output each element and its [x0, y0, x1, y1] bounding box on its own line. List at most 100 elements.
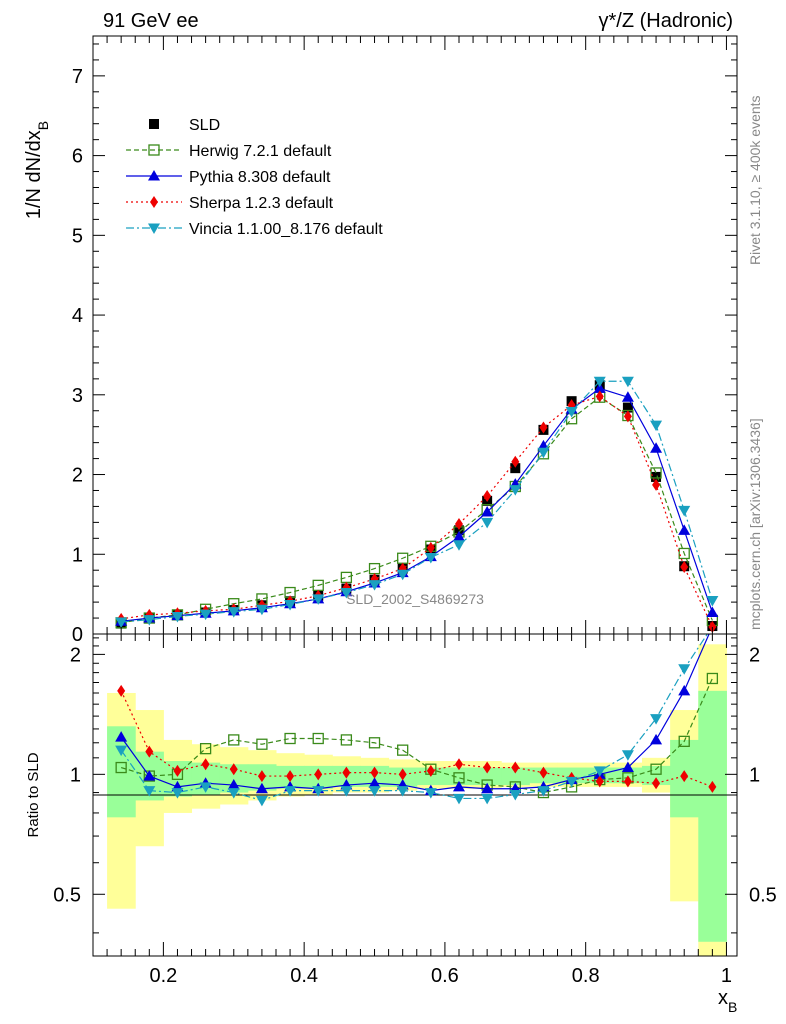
ratio-point-sherpa [145, 745, 154, 758]
x-tick-label: 0.4 [290, 965, 318, 987]
main-point-herwig [340, 571, 353, 584]
x-tick-label: 0.8 [572, 965, 600, 987]
ratio-band-inner [641, 765, 671, 786]
ratio-band-inner [698, 690, 727, 942]
main-point-vincia [312, 594, 325, 605]
ratio-point-sherpa [483, 761, 492, 774]
main-point-vincia [452, 540, 465, 551]
ratio-point-vincia [312, 786, 325, 797]
x-tick-label: 0.2 [149, 965, 177, 987]
main-point-vincia [368, 580, 381, 591]
main-point-sherpa [708, 620, 717, 633]
main-point-vincia [255, 604, 268, 616]
ratio-point-herwig [199, 742, 212, 755]
ratio-y-tick-label-left: 1 [70, 764, 81, 786]
ratio-point-vincia [621, 750, 634, 761]
main-point-pythia [706, 606, 719, 617]
ratio-series-vincia [115, 634, 709, 807]
ratio-point-herwig [256, 738, 268, 750]
ratio-band-inner [444, 767, 474, 786]
legend-marker-sherpa [150, 196, 158, 208]
ratio-point-sherpa [708, 780, 717, 793]
legend-label-vincia: Vincia 1.1.00_8.176 default [189, 221, 383, 238]
watermark-label: SLD_2002_S4869273 [346, 591, 484, 607]
ratio-point-pythia [227, 779, 240, 790]
ratio-point-vincia [340, 786, 353, 797]
main-point-vincia [227, 607, 240, 618]
ratio-line-pythia [120, 634, 710, 792]
ratio-point-herwig [650, 763, 662, 775]
ratio-point-pythia [678, 684, 691, 696]
ratio-point-vincia [537, 786, 550, 797]
ratio-point-vincia [565, 776, 578, 788]
ratio-point-vincia [255, 795, 268, 807]
legend-entry-sherpa: Sherpa 1.2.3 default [126, 195, 334, 212]
main-point-sherpa [483, 490, 492, 503]
main-point-sherpa [623, 410, 632, 423]
legend-marker-pythia [148, 170, 160, 181]
ratio-band-inner [473, 767, 502, 786]
ratio-point-vincia [650, 714, 663, 725]
main-point-pythia [593, 382, 606, 393]
ratio-point-vincia [424, 788, 437, 799]
main-point-herwig [650, 467, 662, 479]
main-series-vincia [115, 376, 719, 629]
main-point-pythia [452, 530, 465, 542]
ratio-point-pythia [650, 733, 663, 745]
legend-entry-sld: SLD [149, 117, 220, 134]
legend-marker-herwig [148, 144, 160, 156]
ratio-point-sherpa [511, 761, 520, 774]
main-point-sherpa [426, 541, 435, 554]
main-point-sherpa [539, 421, 548, 434]
main-point-sherpa [511, 455, 520, 468]
ratio-y-tick-label-left: 0.5 [53, 884, 81, 906]
ratio-line-herwig [120, 678, 713, 794]
rivet-version-label: Rivet 3.1.10, ≥ 400k events [747, 95, 763, 265]
main-line-vincia [121, 380, 713, 623]
ratio-line-vincia [120, 634, 709, 802]
ratio-point-vincia [115, 745, 128, 757]
main-point-sherpa [652, 478, 661, 491]
legend-label-pythia: Pythia 8.308 default [189, 169, 331, 186]
main-y-tick-label: 4 [72, 305, 83, 327]
main-point-vincia [424, 552, 437, 564]
ratio-point-sherpa [314, 768, 323, 781]
legend-entry-vincia: Vincia 1.1.00_8.176 default [126, 221, 383, 238]
ratio-point-herwig [115, 761, 127, 774]
ratio-point-pythia [481, 782, 494, 794]
ratio-point-sherpa [539, 766, 548, 779]
ratio-point-pythia [143, 770, 156, 781]
ratio-point-herwig [228, 734, 240, 746]
ratio-point-herwig [678, 735, 690, 747]
legend-marker-vincia [148, 223, 160, 234]
ratio-point-vincia [143, 786, 156, 797]
ratio-frame [92, 633, 738, 957]
main-point-vincia [340, 588, 353, 599]
main-point-vincia [678, 505, 691, 517]
main-point-pythia [650, 442, 663, 453]
ratio-series-herwig [115, 672, 719, 799]
ratio-panel: 0.5 0.5 1 1 2 2 0.2 0.4 0.6 0.8 1 Ratio to SLD xB [25, 633, 777, 1015]
ratio-point-vincia [396, 786, 409, 797]
ratio-point-sherpa [257, 770, 266, 783]
x-tick-label: 0.6 [431, 965, 459, 987]
ratio-point-herwig [340, 734, 353, 746]
ratio-point-vincia [593, 766, 606, 777]
ratio-band-inner [501, 767, 530, 786]
ratio-y-axis-label: Ratio to SLD [25, 752, 42, 837]
main-point-sherpa [595, 390, 604, 403]
main-point-sld [510, 463, 521, 474]
main-line-sherpa [121, 395, 713, 628]
main-point-vincia [621, 376, 634, 388]
main-point-vincia [171, 611, 184, 623]
ratio-point-sherpa [201, 758, 210, 771]
ratio-point-sherpa [398, 768, 407, 781]
ratio-point-sherpa [229, 763, 238, 776]
main-point-vincia [509, 485, 522, 496]
main-point-pythia [678, 524, 691, 535]
legend-label-sherpa: Sherpa 1.2.3 default [189, 195, 334, 212]
main-y-tick-label: 5 [72, 225, 83, 247]
main-point-herwig [678, 547, 690, 560]
ratio-point-sherpa [454, 758, 463, 771]
ratio-point-sherpa [286, 770, 295, 783]
